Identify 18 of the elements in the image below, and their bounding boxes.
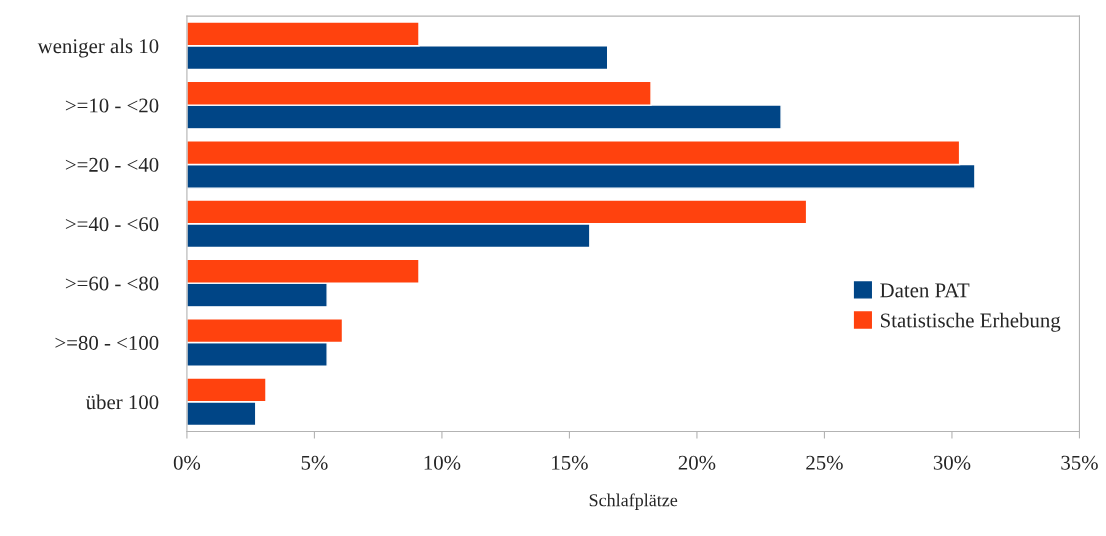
- x-tick-label: 15%: [552, 455, 588, 470]
- x-tick-label: 30%: [933, 455, 971, 470]
- x-axis-title: Schlafplätze: [589, 493, 678, 510]
- x-tick-label: 25%: [806, 455, 843, 470]
- y-tick-label: über 100: [85, 394, 159, 410]
- legend-label: Statistische Erhebung: [881, 312, 1061, 332]
- y-tick-label: weniger als 10: [37, 38, 159, 58]
- x-tick-label: 0%: [173, 455, 201, 470]
- x-tick-label: 20%: [678, 455, 716, 470]
- x-tick-label: 5%: [301, 455, 328, 470]
- y-tick-label: >=60 - <80: [65, 276, 159, 291]
- y-tick-label: >=40 - <60: [65, 217, 159, 232]
- y-tick-label: >=80 - <100: [55, 335, 159, 350]
- y-tick-label: >=10 - <20: [65, 98, 159, 113]
- legend-label: Daten PAT: [880, 283, 970, 298]
- y-tick-label: >=20 - <40: [65, 157, 159, 172]
- x-tick-label: 10%: [424, 455, 461, 470]
- x-tick-label: 35%: [1061, 455, 1098, 470]
